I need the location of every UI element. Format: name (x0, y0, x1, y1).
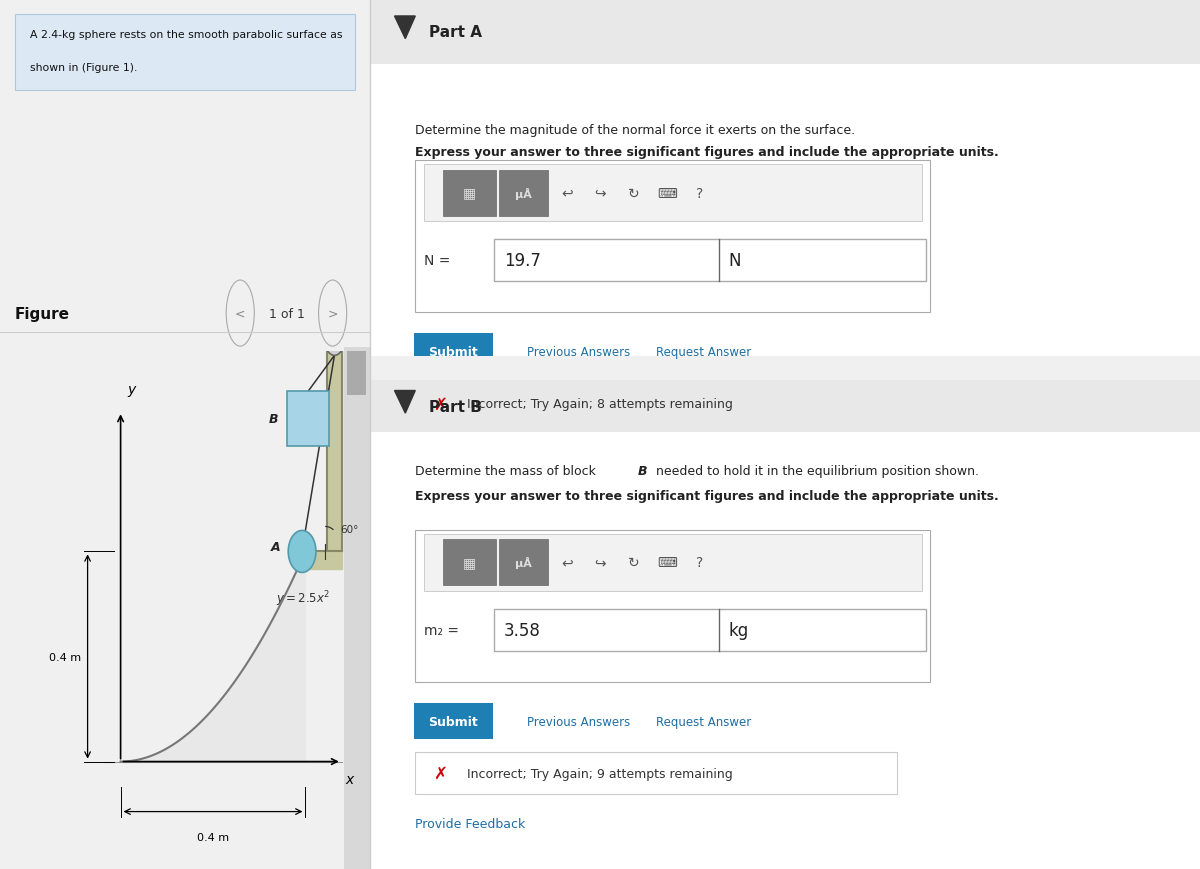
FancyBboxPatch shape (494, 609, 926, 651)
Text: Previous Answers: Previous Answers (527, 715, 631, 727)
Text: 60°: 60° (340, 524, 359, 534)
FancyBboxPatch shape (424, 165, 922, 222)
Text: N =: N = (424, 254, 450, 268)
FancyBboxPatch shape (415, 753, 896, 794)
Text: kg: kg (728, 621, 749, 639)
Text: A: A (271, 541, 281, 554)
Text: ✗: ✗ (433, 765, 448, 782)
FancyBboxPatch shape (443, 170, 496, 216)
Text: Express your answer to three significant figures and include the appropriate uni: Express your answer to three significant… (415, 146, 1000, 159)
Text: ↩: ↩ (562, 186, 574, 201)
Text: Determine the magnitude of the normal force it exerts on the surface.: Determine the magnitude of the normal fo… (415, 123, 856, 136)
Polygon shape (395, 391, 415, 414)
Polygon shape (120, 552, 305, 761)
Text: ⌨: ⌨ (656, 555, 677, 570)
FancyBboxPatch shape (414, 703, 493, 740)
FancyBboxPatch shape (370, 356, 1200, 381)
FancyBboxPatch shape (370, 0, 1200, 65)
Text: Incorrect; Try Again; 8 attempts remaining: Incorrect; Try Again; 8 attempts remaini… (467, 398, 733, 410)
FancyBboxPatch shape (415, 530, 930, 682)
Text: Submit: Submit (428, 715, 479, 727)
Text: ✗: ✗ (433, 395, 448, 413)
Text: μÅ: μÅ (515, 557, 532, 568)
FancyBboxPatch shape (443, 540, 496, 586)
Text: ▦: ▦ (463, 555, 476, 570)
Text: N: N (728, 252, 742, 269)
Circle shape (325, 328, 343, 356)
Text: $y = 2.5x^2$: $y = 2.5x^2$ (276, 589, 331, 608)
FancyBboxPatch shape (370, 381, 1200, 433)
FancyBboxPatch shape (14, 15, 355, 91)
FancyBboxPatch shape (494, 240, 926, 282)
Text: >: > (328, 308, 338, 320)
Polygon shape (326, 342, 342, 552)
Text: ↩: ↩ (562, 555, 574, 570)
FancyBboxPatch shape (415, 383, 896, 425)
Text: <: < (235, 308, 246, 320)
Text: 0.4 m: 0.4 m (197, 832, 229, 841)
Text: Request Answer: Request Answer (656, 346, 751, 358)
Text: ↪: ↪ (595, 186, 606, 201)
FancyBboxPatch shape (348, 352, 366, 395)
Text: Submit: Submit (428, 346, 479, 358)
Text: y: y (127, 383, 136, 397)
Text: needed to hold it in the equilibrium position shown.: needed to hold it in the equilibrium pos… (652, 465, 979, 478)
Text: Request Answer: Request Answer (656, 715, 751, 727)
Text: ↻: ↻ (628, 186, 640, 201)
Text: ⌨: ⌨ (656, 186, 677, 201)
FancyBboxPatch shape (414, 334, 493, 370)
FancyBboxPatch shape (343, 348, 370, 869)
Circle shape (330, 335, 338, 348)
Text: Determine the mass of block: Determine the mass of block (415, 465, 600, 478)
FancyBboxPatch shape (424, 534, 922, 591)
FancyBboxPatch shape (287, 392, 330, 447)
Text: ↻: ↻ (628, 555, 640, 570)
Text: A 2.4-kg sphere rests on the smooth parabolic surface as: A 2.4-kg sphere rests on the smooth para… (30, 30, 342, 40)
Text: μÅ: μÅ (515, 188, 532, 199)
Text: 0.4 m: 0.4 m (49, 652, 82, 661)
Text: 19.7: 19.7 (504, 252, 541, 269)
Text: ?: ? (696, 186, 703, 201)
Text: Incorrect; Try Again; 9 attempts remaining: Incorrect; Try Again; 9 attempts remaini… (467, 767, 732, 779)
FancyBboxPatch shape (370, 109, 1200, 356)
Text: ?: ? (696, 555, 703, 570)
Polygon shape (395, 17, 415, 39)
Text: B: B (638, 465, 647, 478)
FancyBboxPatch shape (370, 433, 1200, 461)
Text: ↪: ↪ (595, 555, 606, 570)
Text: Express your answer to three significant figures and include the appropriate uni: Express your answer to three significant… (415, 489, 1000, 502)
Text: shown in (Figure 1).: shown in (Figure 1). (30, 63, 137, 73)
Text: m₂ =: m₂ = (424, 623, 458, 637)
FancyBboxPatch shape (499, 540, 548, 586)
Text: 1 of 1: 1 of 1 (269, 308, 305, 320)
Text: ▦: ▦ (463, 186, 476, 201)
FancyBboxPatch shape (415, 161, 930, 313)
FancyBboxPatch shape (370, 65, 1200, 109)
Text: B: B (269, 413, 278, 426)
Text: 3.58: 3.58 (504, 621, 541, 639)
Text: Part B: Part B (430, 399, 482, 415)
Text: Provide Feedback: Provide Feedback (415, 817, 526, 830)
FancyBboxPatch shape (370, 461, 1200, 869)
Text: x: x (346, 772, 353, 786)
Circle shape (288, 531, 316, 573)
Text: Part A: Part A (430, 25, 482, 40)
FancyBboxPatch shape (499, 170, 548, 216)
Text: Previous Answers: Previous Answers (527, 346, 631, 358)
Polygon shape (305, 552, 342, 569)
Text: Figure: Figure (14, 306, 70, 322)
